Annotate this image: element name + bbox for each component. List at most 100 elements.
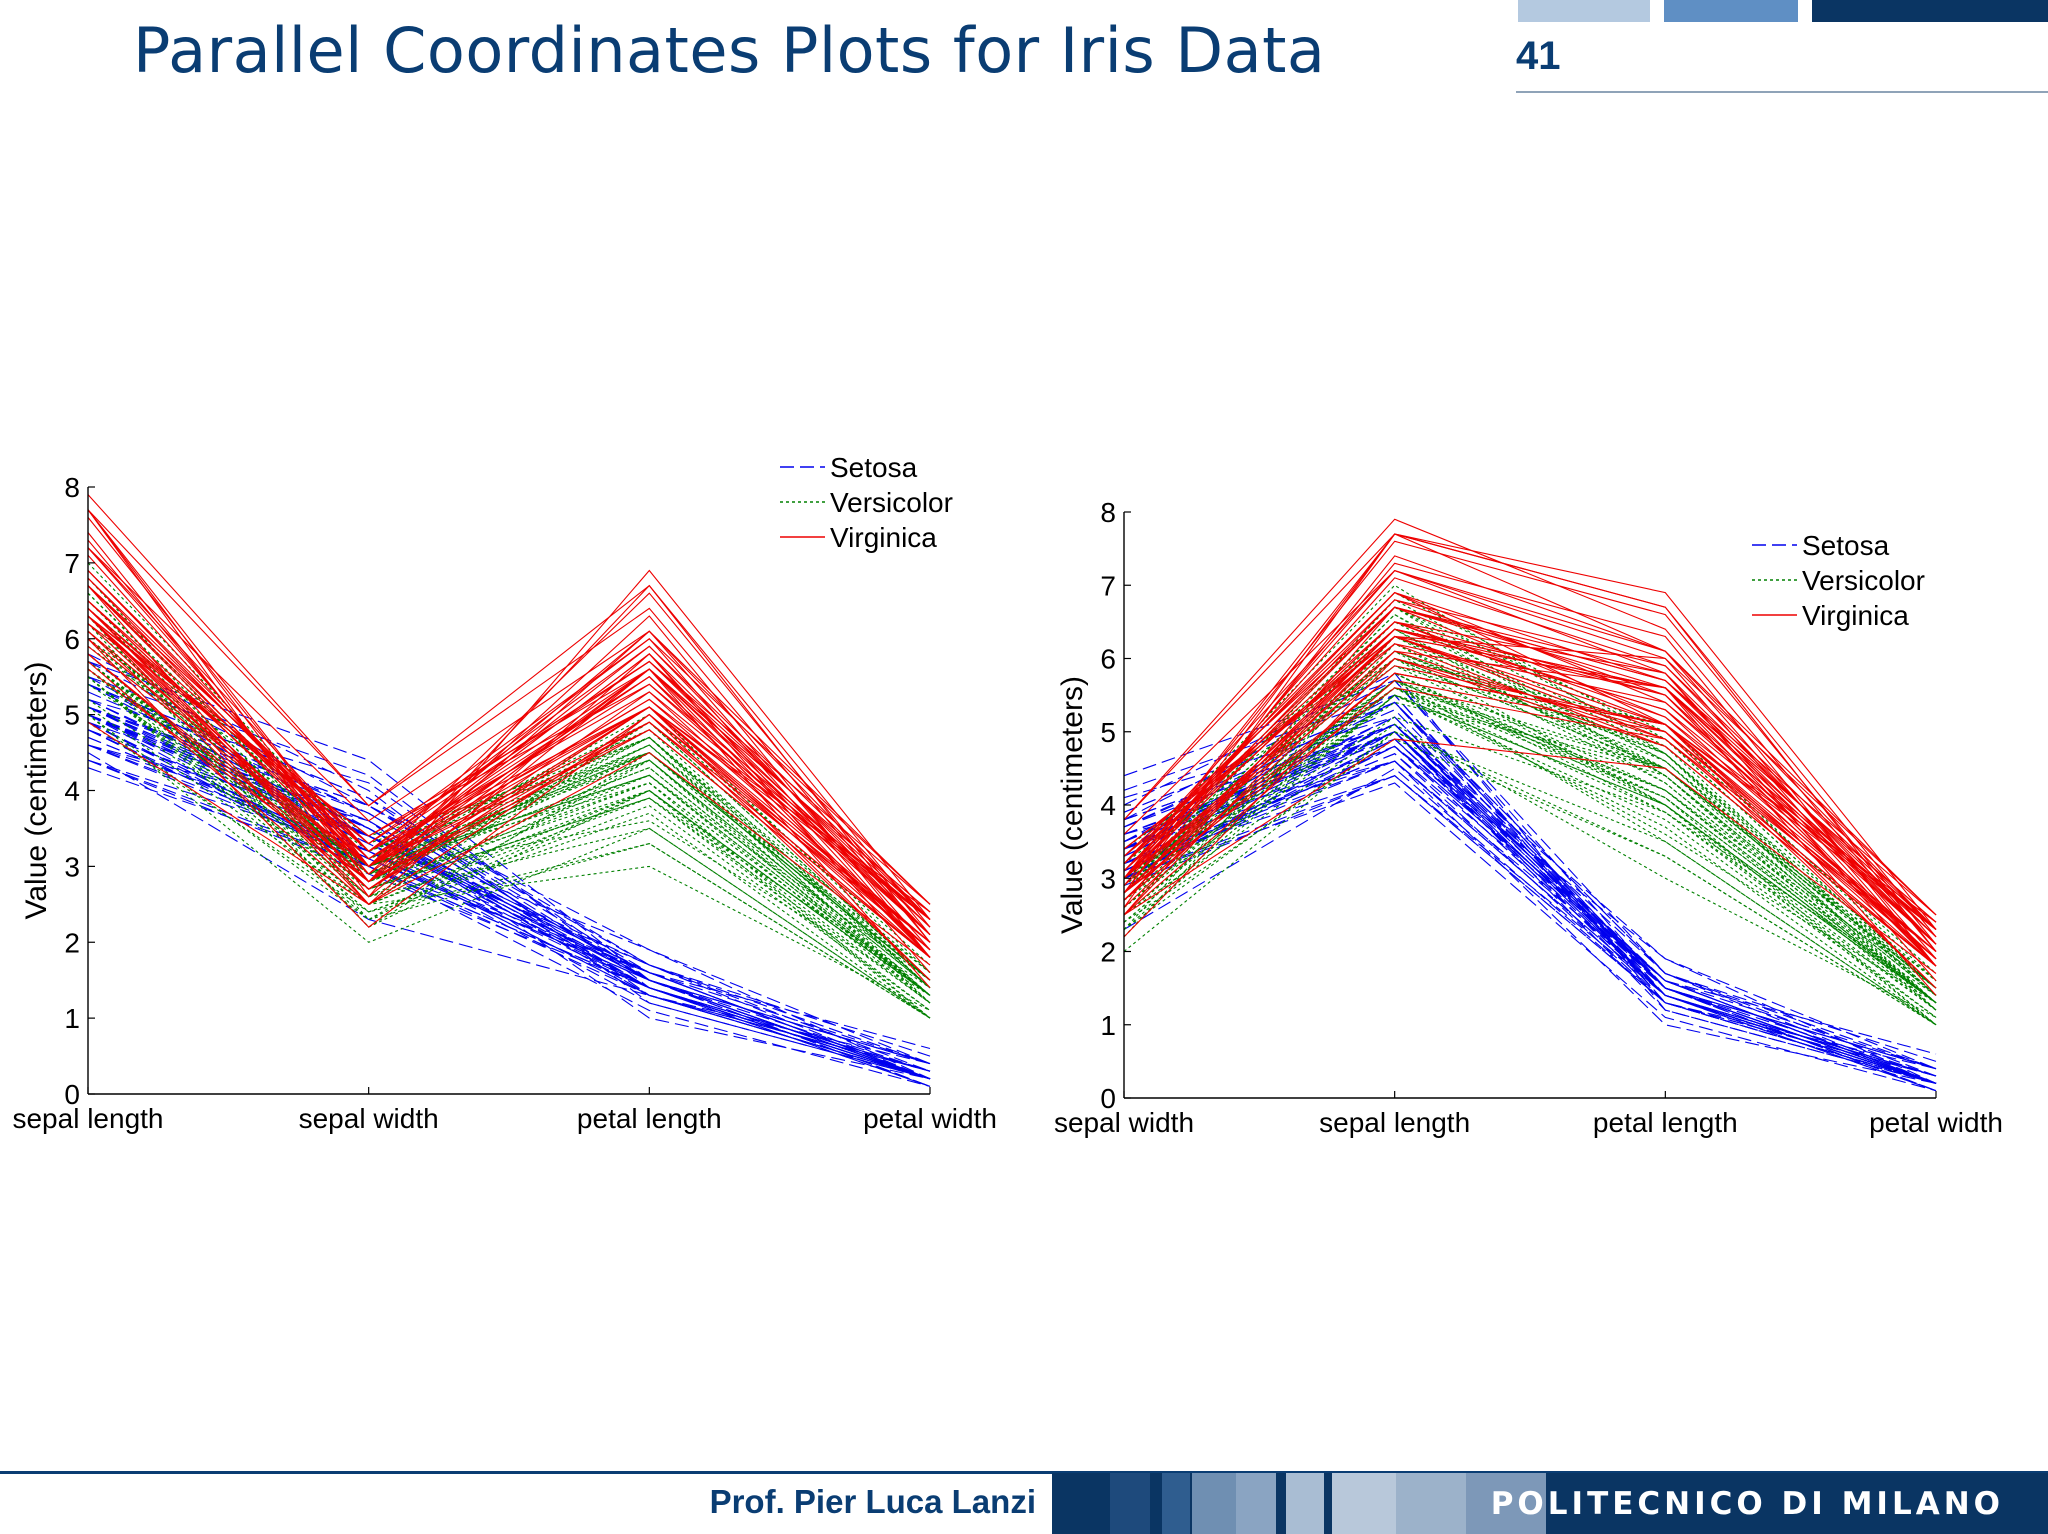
setosa-line-43 <box>1123 775 1937 1084</box>
x-axis-label-petal-length: petal length <box>1593 1107 1738 1138</box>
y-tick-label: 5 <box>1100 717 1116 748</box>
versicolor-line-29 <box>1123 657 1937 989</box>
versicolor-line-30 <box>87 661 931 1019</box>
virginica-line-49 <box>87 623 931 920</box>
versicolor-line-6 <box>87 661 931 996</box>
versicolor-line-31 <box>87 676 931 1011</box>
versicolor-line-35 <box>87 683 931 981</box>
virginica-line-45 <box>1123 606 1937 916</box>
header-decor-mid <box>1664 0 1798 22</box>
y-tick-label: 6 <box>64 624 80 655</box>
virginica-line-48 <box>87 600 931 943</box>
versicolor-line-30 <box>1123 679 1937 1026</box>
x-axis-label-sepal-length: sepal length <box>12 1103 163 1134</box>
virginica-line-45 <box>87 585 931 905</box>
virginica-line-49 <box>1123 643 1937 930</box>
virginica-line-41 <box>87 585 931 913</box>
page-number: 41 <box>1516 34 1561 78</box>
versicolor-line-43 <box>87 653 931 1004</box>
versicolor-line-26 <box>87 592 931 989</box>
y-tick-label: 6 <box>1100 644 1116 675</box>
y-tick-label: 7 <box>64 548 80 579</box>
y-tick-label: 4 <box>64 776 80 807</box>
versicolor-line-15 <box>87 668 931 996</box>
setosa-line-43 <box>87 759 931 1080</box>
virginica-line-46 <box>1123 606 1937 930</box>
virginica-line-7 <box>87 721 931 966</box>
header-decor-dark <box>1812 0 2048 22</box>
virginica-line-23 <box>1123 533 1937 952</box>
y-tick-label: 3 <box>1100 863 1116 894</box>
virginica-line-19 <box>1123 533 1937 930</box>
header-decor-light <box>1518 0 1650 22</box>
virginica-line-40 <box>1123 591 1937 945</box>
x-axis-label-sepal-length: sepal length <box>1319 1107 1470 1138</box>
setosa-line-38 <box>87 721 931 1087</box>
politecnico-brand: POLITECNICO DI MILANO <box>1490 1486 2004 1522</box>
y-tick-label: 0 <box>1100 1083 1116 1114</box>
legend-label-setosa: Setosa <box>830 452 918 483</box>
y-tick-label: 4 <box>1100 790 1116 821</box>
setosa-line-4 <box>87 744 931 1080</box>
data-lines <box>1123 518 1937 1092</box>
y-tick-label: 2 <box>64 927 80 958</box>
versicolor-line-44 <box>87 714 931 1019</box>
legend-label-virginica: Virginica <box>830 522 937 553</box>
virginica-line-20 <box>1123 657 1937 989</box>
virginica-line-41 <box>1123 606 1937 923</box>
footer-band: POLITECNICO DI MILANO <box>1052 1473 2048 1534</box>
versicolor-line-40 <box>1123 694 1937 1004</box>
versicolor-line-20 <box>1123 687 1937 1018</box>
virginica-line-43 <box>87 653 931 951</box>
versicolor-line-48 <box>1123 643 1937 1004</box>
setosa-line-48 <box>1123 760 1937 1084</box>
data-lines <box>87 494 931 1087</box>
versicolor-line-43 <box>1123 672 1937 1011</box>
legend-label-setosa: Setosa <box>1802 530 1890 561</box>
x-axis-label-petal-width: petal width <box>1869 1107 2003 1138</box>
x-axis-label-petal-length: petal length <box>577 1103 722 1134</box>
legend-label-versicolor: Versicolor <box>1802 565 1925 596</box>
y-tick-label: 1 <box>64 1003 80 1034</box>
setosa-line-50 <box>87 714 931 1080</box>
x-axis-label-petal-width: petal width <box>863 1103 997 1134</box>
versicolor-line-50 <box>87 661 931 996</box>
versicolor-line-14 <box>1123 650 1937 996</box>
versicolor-line-49 <box>1123 723 1937 1018</box>
setosa-line-19 <box>87 661 931 1072</box>
virginica-line-44 <box>87 577 931 920</box>
versicolor-line-33 <box>87 653 931 1004</box>
y-tick-label: 8 <box>64 472 80 503</box>
versicolor-line-14 <box>87 630 931 989</box>
author-name: Prof. Pier Luca Lanzi <box>709 1483 1036 1520</box>
versicolor-line-4 <box>87 676 931 996</box>
versicolor-line-6 <box>1123 679 1937 1004</box>
y-axis-title: Value (centimeters) <box>20 662 53 920</box>
virginica-line-7 <box>1123 738 1937 974</box>
virginica-line-18 <box>87 509 931 928</box>
legend: Setosa Versicolor Virginica <box>1752 530 1925 631</box>
slide-title: Parallel Coordinates Plots for Iris Data <box>133 14 1326 87</box>
y-tick-label: 5 <box>64 700 80 731</box>
versicolor-line-39 <box>1123 687 1937 1004</box>
versicolor-line-40 <box>87 676 931 996</box>
versicolor-line-2 <box>1123 628 1937 989</box>
setosa-line-48 <box>87 744 931 1080</box>
virginica-line-20 <box>87 638 931 981</box>
virginica-line-23 <box>87 509 931 943</box>
virginica-line-43 <box>1123 672 1937 960</box>
virginica-line-48 <box>1123 621 1937 952</box>
setosa-line-32 <box>87 683 931 1065</box>
y-tick-label: 3 <box>64 851 80 882</box>
y-axis-title: Value (centimeters) <box>1056 676 1089 934</box>
virginica-line-33 <box>87 608 931 928</box>
y-tick-label: 8 <box>1100 497 1116 528</box>
virginica-line-50 <box>1123 665 1937 967</box>
versicolor-line-11 <box>1123 731 1937 1026</box>
footer-rule <box>0 1471 2048 1474</box>
x-axis-label-sepal-width: sepal width <box>1054 1107 1194 1138</box>
x-axis-label-sepal-width: sepal width <box>299 1103 439 1134</box>
y-tick-label: 1 <box>1100 1010 1116 1041</box>
setosa-line-7 <box>1123 760 1937 1077</box>
virginica-line-10 <box>87 547 931 905</box>
